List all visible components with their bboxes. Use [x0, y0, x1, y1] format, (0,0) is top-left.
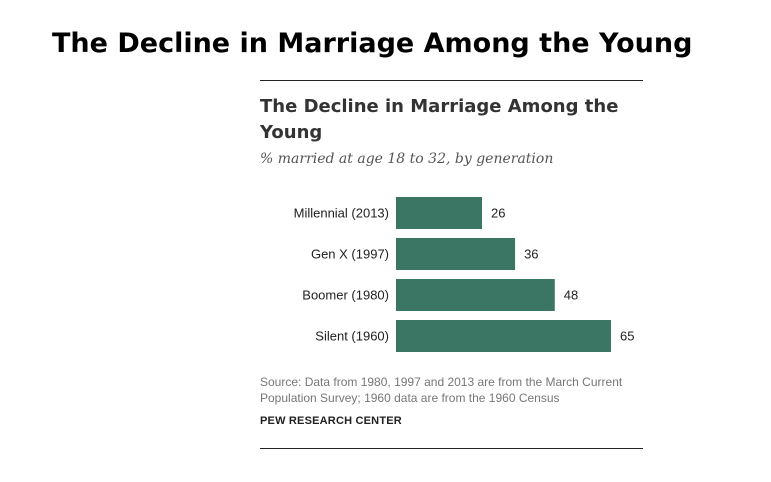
chart-title: The Decline in Marriage Among the Young — [260, 96, 619, 143]
bar-silent — [396, 320, 611, 352]
value-label-gen: 36 — [524, 247, 538, 262]
page-title: The Decline in Marriage Among the Young — [52, 28, 693, 59]
bottom-divider — [260, 448, 643, 449]
chart-subtitle: % married at age 18 to 32, by generation — [260, 151, 554, 167]
value-label-boomer: 48 — [564, 288, 578, 303]
bar-gen — [396, 238, 516, 270]
category-label-boomer: Boomer (1980) — [302, 288, 389, 303]
top-divider — [260, 80, 643, 81]
bar-boomer — [396, 279, 555, 311]
value-label-millennial: 26 — [491, 206, 505, 221]
pew-research-center-logo: PEW RESEARCH CENTER — [260, 415, 402, 427]
category-label-millennial: Millennial (2013) — [294, 206, 389, 221]
bar-chart: Millennial (2013) 26 Gen X (1997) 36 Boomer … — [294, 197, 634, 352]
category-label-gen: Gen X (1997) — [311, 247, 389, 262]
source-note: Source: Data from 1980, 1997 and 2013 ar… — [260, 375, 623, 405]
bar-millennial — [396, 197, 482, 229]
value-label-silent: 65 — [620, 329, 634, 344]
category-label-silent: Silent (1960) — [315, 329, 389, 344]
